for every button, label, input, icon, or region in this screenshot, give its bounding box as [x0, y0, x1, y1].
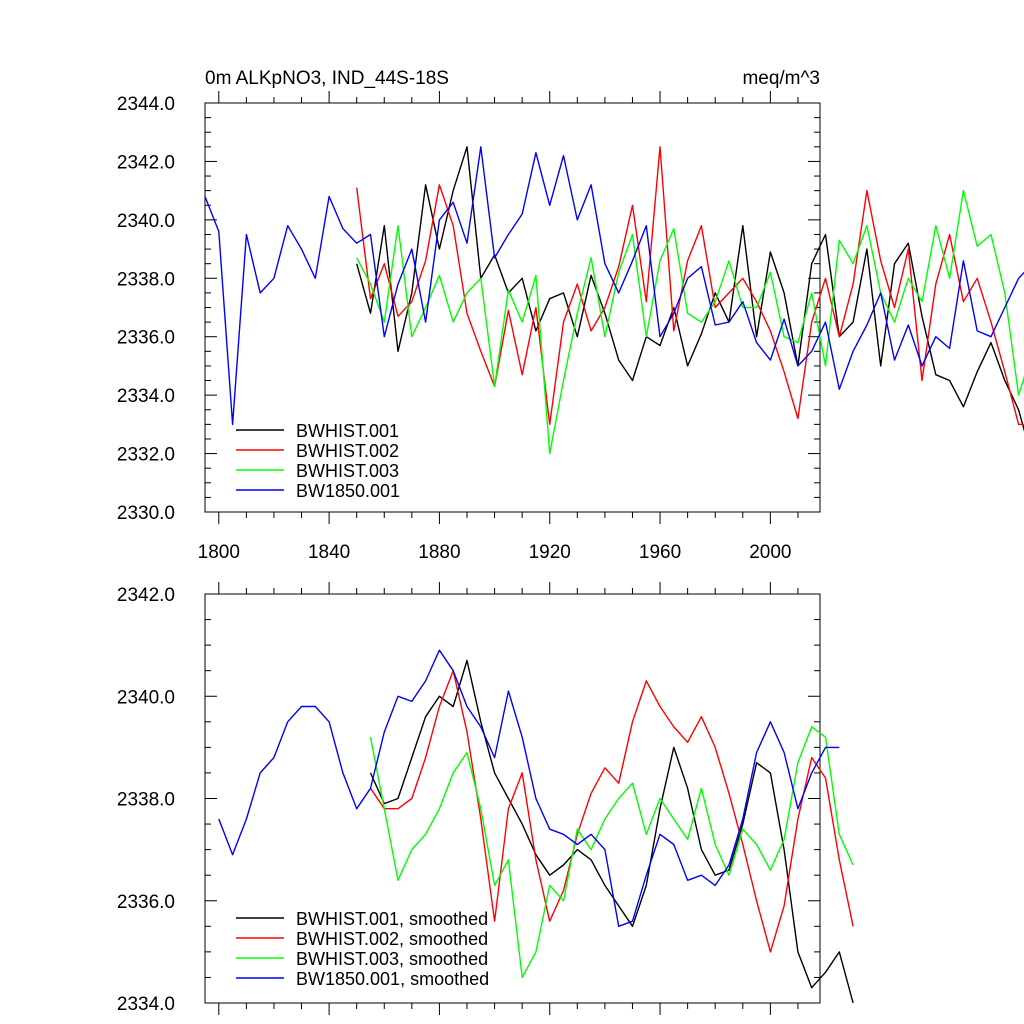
x-tick-label: 1960 — [639, 542, 681, 563]
legend-bwhist-002-label: BWHIST.002 — [296, 441, 399, 461]
legend-bwhist-003-label: BWHIST.003 — [296, 461, 399, 481]
legend-bwhist-002-smoothed-label: BWHIST.002, smoothed — [296, 929, 488, 949]
legend-bwhist-001-smoothed-label: BWHIST.001, smoothed — [296, 909, 488, 929]
y-tick-label: 2342.0 — [117, 585, 175, 606]
series-line-bwhist-003 — [356, 189, 1024, 455]
series-line-bwhist-001-smoothed — [369, 659, 854, 1004]
x-tick-label: 1880 — [418, 542, 460, 563]
y-tick-label: 2342.0 — [117, 152, 175, 173]
bottom-panel: 2334.0 2336.0 2338.0 2340.0 2342.0 BWHIST.001… — [117, 582, 854, 1015]
series-line-bwhist-002-smoothed — [369, 670, 854, 953]
series-line-bw1850-001-smoothed — [218, 649, 840, 927]
series-line-bwhist-001 — [356, 146, 1024, 432]
y-tick-label: 2334.0 — [117, 386, 175, 407]
title-units: meq/m^3 — [742, 68, 820, 89]
y-tick-label: 2336.0 — [117, 892, 175, 913]
y-tick-label: 2336.0 — [117, 328, 175, 349]
y-tick-label: 2344.0 — [117, 94, 175, 115]
series-line-bwhist-002 — [356, 146, 1024, 426]
top-panel: 2330.0 2332.0 2334.0 2336.0 2338.0 2340.0 2342… — [117, 91, 1024, 563]
y-tick-label: 2340.0 — [117, 211, 175, 232]
x-tick-label: 2000 — [749, 542, 791, 563]
legend-bw1850-001-label: BW1850.001 — [296, 481, 400, 501]
x-tick-label: 1840 — [308, 542, 350, 563]
legend-bw1850-001-smoothed-label: BW1850.001, smoothed — [296, 969, 489, 989]
y-tick-label: 2338.0 — [117, 790, 175, 811]
legend-bwhist-001-label: BWHIST.001 — [296, 421, 399, 441]
legend-bwhist-003-smoothed-label: BWHIST.003, smoothed — [296, 949, 488, 969]
y-tick-label: 2338.0 — [117, 269, 175, 290]
title-left: 0m ALKpNO3, IND_44S-18S — [205, 68, 449, 89]
x-tick-label: 1800 — [198, 542, 240, 563]
series-line-bw1850-001 — [204, 146, 1024, 426]
y-tick-label: 2332.0 — [117, 445, 175, 466]
y-tick-label: 2334.0 — [117, 994, 175, 1015]
x-tick-label: 1920 — [529, 542, 571, 563]
y-tick-label: 2330.0 — [117, 503, 175, 524]
y-tick-label: 2340.0 — [117, 687, 175, 708]
series-line-bwhist-003-smoothed — [369, 726, 854, 979]
